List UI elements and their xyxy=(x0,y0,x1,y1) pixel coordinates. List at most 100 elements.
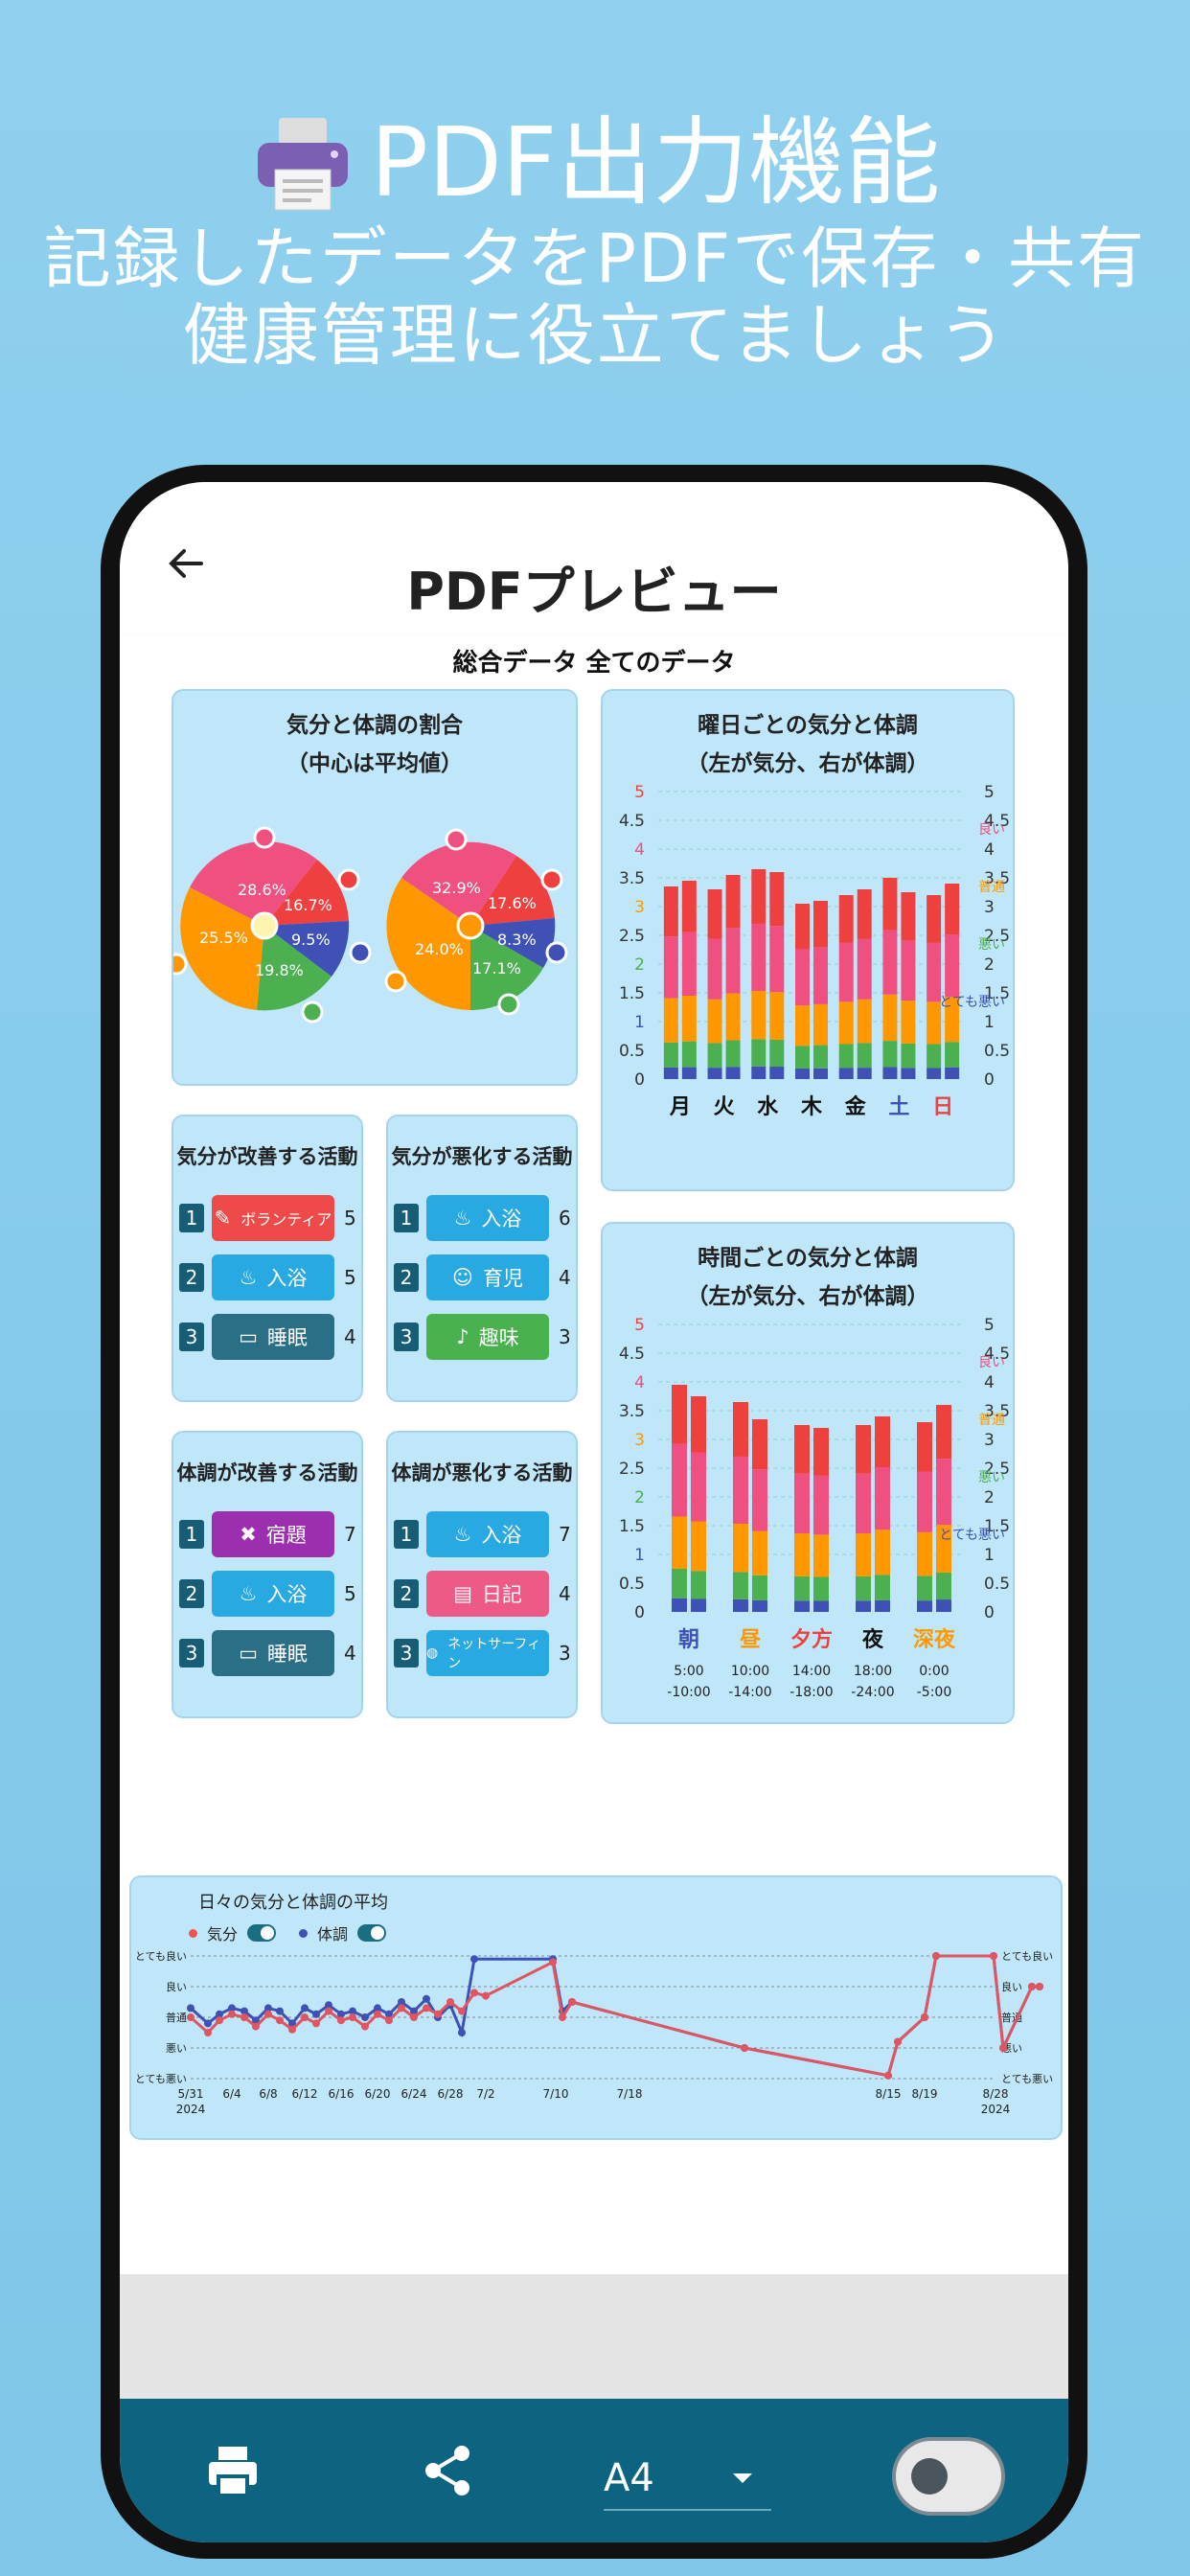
bar-segment xyxy=(813,1600,829,1612)
bar-segment xyxy=(945,1067,960,1079)
rank-number: 3 xyxy=(179,1639,204,1668)
y-tick-label: 4.5 xyxy=(619,812,645,831)
y-tick-label-right: 5 xyxy=(984,1316,995,1335)
mood-improve-title: 気分が改善する活動 xyxy=(176,1145,358,1168)
mood-pie: 28.6% 16.7% 9.5% 19.8% 25.5% xyxy=(173,826,372,1024)
body-slice-label-5: 17.6% xyxy=(488,894,537,912)
bar-segment xyxy=(813,1475,829,1535)
mood-worsen-card: 気分が悪化する活動 1 ♨ 入浴 6 2 ☺ 育児 4 3 ♪ 趣味 3 xyxy=(386,1115,578,1402)
body-dot-icon xyxy=(299,1928,309,1938)
x-category-label: 木 xyxy=(800,1095,823,1119)
mood-series-line-point xyxy=(228,2010,236,2018)
hero-line3: 健康管理に役立てましょう xyxy=(182,296,1008,375)
body-heart-5-icon xyxy=(540,868,563,891)
body-series-line-point xyxy=(264,2004,272,2012)
mood-series-line-point xyxy=(240,2013,248,2021)
mood-series-line-point xyxy=(549,1958,557,1966)
bar-segment xyxy=(751,1066,767,1079)
bar-segment xyxy=(917,1531,932,1576)
body-toggle[interactable] xyxy=(357,1924,387,1942)
y-tick-label: 4 xyxy=(634,1373,645,1392)
bar-segment xyxy=(681,1041,697,1068)
mood-face-2-icon xyxy=(301,1000,324,1024)
x-category-label: 朝 xyxy=(678,1627,699,1652)
x-category-label: 深夜 xyxy=(913,1627,956,1652)
mood-series-line-point xyxy=(894,2037,902,2046)
bar-segment xyxy=(691,1571,706,1599)
bar-segment xyxy=(681,1067,697,1079)
body-pie: 32.9% 17.6% 8.3% 17.1% 24.0% xyxy=(384,828,568,1016)
mood-series-line-point xyxy=(264,2010,272,2018)
mood-series-line-point xyxy=(1036,1983,1043,1990)
bar-segment xyxy=(927,895,942,943)
bar-segment xyxy=(751,1039,767,1067)
bed-icon: ▭ xyxy=(239,1325,258,1348)
bar-segment xyxy=(813,1534,829,1577)
activity-label: 睡眠 xyxy=(266,1643,308,1666)
rank-number: 2 xyxy=(394,1263,419,1292)
activity-label: 入浴 xyxy=(266,1583,308,1606)
bar-segment xyxy=(795,1069,810,1079)
y-tick-label-right: 1 xyxy=(984,1013,995,1032)
mood-toggle[interactable] xyxy=(247,1924,277,1942)
bar-segment xyxy=(856,1473,871,1534)
bar-segment xyxy=(857,1043,872,1069)
view-toggle[interactable] xyxy=(892,2437,1005,2516)
globe-icon: ◍ xyxy=(426,1645,439,1661)
bar-segment xyxy=(795,949,810,1006)
body-series-line-point xyxy=(325,2001,332,2010)
back-arrow-icon[interactable] xyxy=(163,540,211,587)
right-level-label: 普通 xyxy=(978,880,1005,895)
weekday-chart-card: 曜日ごとの気分と体調 （左が気分、右が体調） 0 0 0.5 0.5 1 1 1.5 1.5 2… xyxy=(601,689,1015,1191)
y-tick-label-right: 0.5 xyxy=(984,1042,1010,1061)
paper-size-select[interactable]: A4 xyxy=(604,2447,771,2511)
x-date-label: 6/24 xyxy=(401,2087,427,2101)
x-sub-label: 0:00 xyxy=(919,1664,949,1679)
time-subtitle: （左が気分、右が体調） xyxy=(686,1284,929,1309)
bar-segment xyxy=(725,1067,741,1079)
bar-segment xyxy=(707,1043,722,1069)
ratio-card: 気分と体調の割合 （中心は平均値） 28.6% 16.7% 9.5% 19.8% xyxy=(172,689,578,1086)
bar-segment xyxy=(795,904,810,950)
mood-series-line-point xyxy=(990,1952,997,1960)
y-tick-label: 3.5 xyxy=(619,869,645,888)
bar-segment xyxy=(672,1568,687,1598)
body-series-line-point xyxy=(337,2010,345,2018)
y-tick-label: 3.5 xyxy=(619,1402,645,1421)
mood-series-line-point xyxy=(216,2016,223,2025)
right-level-label: 悪い xyxy=(978,1470,1005,1485)
bar-segment xyxy=(917,1422,932,1472)
printer-emoji-icon xyxy=(257,118,348,211)
bed-icon: ▭ xyxy=(239,1642,258,1665)
body-series-line-point xyxy=(204,2019,212,2028)
y-level-label: 良い xyxy=(166,1980,187,1993)
bar-segment xyxy=(733,1402,748,1457)
bar-segment xyxy=(733,1598,748,1612)
bar-segment xyxy=(691,1396,706,1453)
body-heart-4-icon xyxy=(445,828,468,851)
daily-title: 日々の気分と体調の平均 xyxy=(198,1893,388,1913)
bar-segment xyxy=(936,1599,951,1612)
bar-segment xyxy=(875,1599,890,1612)
bar-segment xyxy=(813,1045,828,1069)
mood-improve-card: 気分が改善する活動 1 ✎ ボランティア 5 2 ♨ 入浴 5 3 ▭ 睡眠 4 xyxy=(172,1115,363,1402)
activity-pill: ✖ 宿題 xyxy=(212,1511,334,1557)
right-level-label: とても悪い xyxy=(939,995,1005,1010)
activity-label: 入浴 xyxy=(481,1208,522,1230)
y-tick-label-right: 0 xyxy=(984,1070,995,1090)
pdf-preview-page: 総合データ 全てのデータ 気分と体調の割合 （中心は平均値） 28.6% 16.… xyxy=(120,635,1068,2274)
bar-segment xyxy=(936,1459,951,1526)
share-icon[interactable] xyxy=(420,2442,477,2499)
activity-pill: ☺ 育児 xyxy=(426,1254,549,1300)
print-icon[interactable] xyxy=(204,2442,262,2499)
y-level-label-right: 悪い xyxy=(1001,2042,1022,2055)
y-level-label-right: とても悪い xyxy=(1001,2073,1053,2085)
mood-series-line-point xyxy=(301,2013,309,2021)
x-category-label: 土 xyxy=(888,1095,909,1119)
y-level-label: 悪い xyxy=(166,2042,187,2055)
doc-title: 総合データ 全てのデータ xyxy=(452,649,736,678)
bar-segment xyxy=(901,1068,916,1079)
bar-segment xyxy=(769,926,785,993)
y-tick-label: 2.5 xyxy=(619,1460,645,1479)
